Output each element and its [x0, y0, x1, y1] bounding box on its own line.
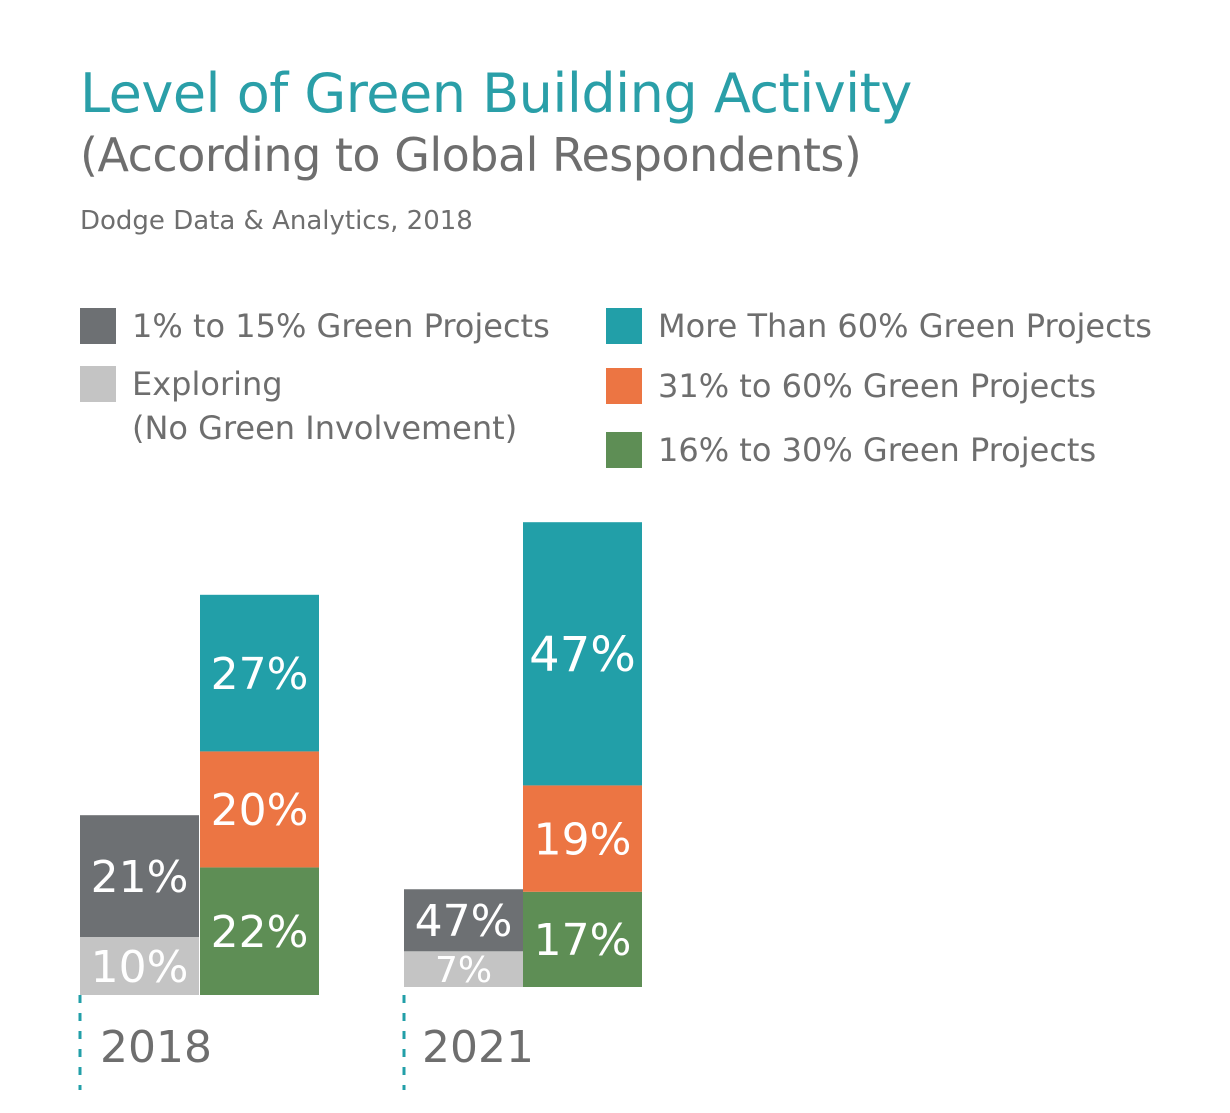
data-label-2021-31-to-60-green-projects: 19% — [534, 814, 632, 865]
legend-swatch-16-30 — [606, 432, 642, 468]
legend-label-exploring-line2: (No Green Involvement) — [132, 409, 518, 447]
legend-label-60-plus: More Than 60% Green Projects — [658, 307, 1152, 345]
legend-label-exploring: Exploring (No Green Involvement) — [132, 362, 517, 450]
legend-label-31-60: 31% to 60% Green Projects — [658, 367, 1097, 405]
bar-2021-16-to-30-green-projects — [523, 891, 642, 987]
data-label-2018-more-than-60-green-projects: 27% — [211, 649, 309, 700]
chart-source: Dodge Data & Analytics, 2018 — [80, 206, 473, 236]
legend-item-31-60: 31% to 60% Green Projects — [606, 367, 1096, 408]
bar-2021-exploring-no-green-involvement — [404, 951, 523, 987]
bar-2021-more-than-60-green-projects — [523, 522, 642, 786]
data-label-2018-31-to-60-green-projects: 20% — [211, 785, 309, 836]
legend-swatch-1-15 — [80, 308, 116, 344]
data-label-2021-more-than-60-green-projects: 47% — [529, 627, 636, 683]
legend-swatch-60-plus — [606, 308, 642, 344]
legend-item-exploring: Exploring (No Green Involvement) — [80, 365, 517, 450]
data-label-2018-exploring-no-green-involvement: 10% — [91, 942, 189, 993]
legend-label-16-30: 16% to 30% Green Projects — [658, 431, 1097, 469]
bar-2018-31-to-60-green-projects — [200, 751, 319, 868]
bar-2018-1-to-15-green-projects — [80, 815, 199, 937]
legend-item-60-plus: More Than 60% Green Projects — [606, 307, 1152, 348]
legend-label-exploring-line1: Exploring — [132, 365, 283, 403]
legend-item-16-30: 16% to 30% Green Projects — [606, 431, 1096, 472]
bar-2021-1-to-15-green-projects — [404, 889, 523, 952]
data-label-2021-exploring-no-green-involvement: 7% — [435, 950, 492, 991]
chart-title: Level of Green Building Activity — [80, 62, 912, 125]
legend-swatch-31-60 — [606, 368, 642, 404]
data-label-2018-1-to-15-green-projects: 21% — [91, 852, 189, 903]
x-tick-label-2021: 2021 — [422, 1022, 534, 1073]
legend-label-1-15: 1% to 15% Green Projects — [132, 307, 550, 345]
data-label-2021-16-to-30-green-projects: 17% — [534, 915, 632, 966]
bar-2021-31-to-60-green-projects — [523, 785, 642, 892]
x-tick-label-2018: 2018 — [100, 1022, 212, 1073]
chart-subtitle: (According to Global Respondents) — [80, 128, 862, 182]
bar-2018-16-to-30-green-projects — [200, 867, 319, 995]
bar-2018-more-than-60-green-projects — [200, 594, 319, 752]
bar-2018-exploring-no-green-involvement — [80, 937, 199, 995]
data-label-2021-1-to-15-green-projects: 47% — [415, 896, 513, 947]
data-label-2018-16-to-30-green-projects: 22% — [211, 907, 309, 958]
legend-swatch-exploring — [80, 366, 116, 402]
legend-item-1-15: 1% to 15% Green Projects — [80, 307, 550, 348]
